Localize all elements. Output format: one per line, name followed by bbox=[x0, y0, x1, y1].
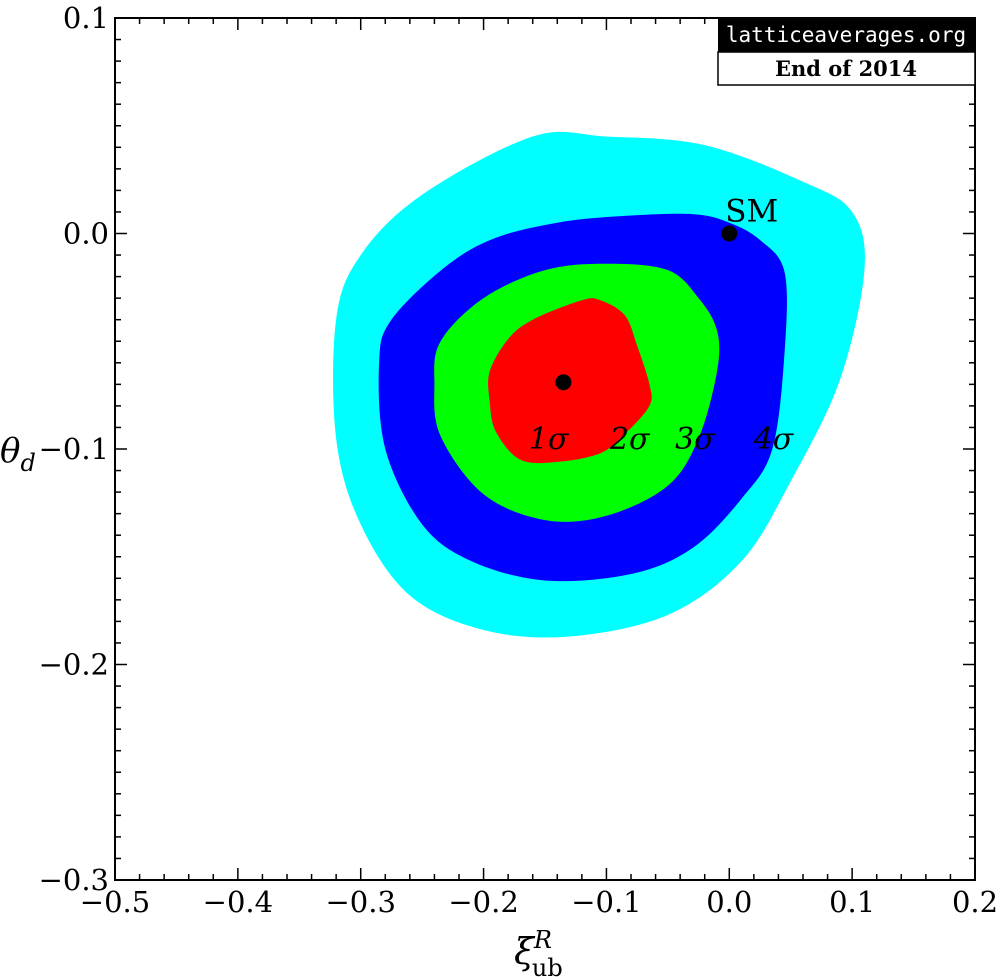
x-tick-labels: −0.5 −0.4 −0.3 −0.2 −0.1 0.0 0.1 0.2 bbox=[80, 885, 998, 919]
y-axis-label: θd bbox=[0, 431, 36, 477]
y-tick-label: 0.1 bbox=[63, 1, 109, 35]
x-tick-label: 0.2 bbox=[952, 885, 998, 919]
y-tick-label: −0.2 bbox=[39, 648, 109, 682]
badge-date: End of 2014 bbox=[775, 56, 917, 81]
y-tick-label: −0.3 bbox=[39, 863, 109, 897]
point-best-fit bbox=[555, 374, 572, 391]
x-tick-label: −0.2 bbox=[448, 885, 518, 919]
x-tick-label: −0.1 bbox=[571, 885, 641, 919]
y-tick-label: −0.1 bbox=[39, 432, 109, 466]
x-tick-label: 0.1 bbox=[829, 885, 875, 919]
data-points: SM bbox=[555, 194, 778, 391]
y-tick-labels: 0.1 0.0 −0.1 −0.2 −0.3 bbox=[39, 1, 109, 897]
x-axis-label: ξR ub bbox=[514, 926, 563, 977]
badge-top-box bbox=[718, 19, 975, 52]
confidence-regions bbox=[333, 131, 865, 638]
x-tick-label: −0.3 bbox=[326, 885, 396, 919]
sm-label: SM bbox=[725, 194, 778, 230]
x-tick-label: −0.5 bbox=[80, 885, 150, 919]
x-tick-label: −0.4 bbox=[203, 885, 273, 919]
badge-bottom-box bbox=[717, 51, 976, 86]
sigma-label-2: 2σ bbox=[609, 422, 651, 457]
sigma-label-3: 3σ bbox=[675, 422, 716, 457]
source-badge: latticeaverages.org End of 2014 bbox=[717, 19, 976, 86]
y-tick-label: 0.0 bbox=[63, 217, 109, 251]
sigma-label-1: 1σ bbox=[529, 422, 570, 457]
badge-site: latticeaverages.org bbox=[726, 23, 966, 47]
sigma-label-4: 4σ bbox=[753, 422, 795, 457]
point-sm bbox=[721, 225, 738, 242]
x-tick-label: 0.0 bbox=[706, 885, 752, 919]
sigma-labels: 1σ 2σ 3σ 4σ bbox=[529, 422, 795, 457]
